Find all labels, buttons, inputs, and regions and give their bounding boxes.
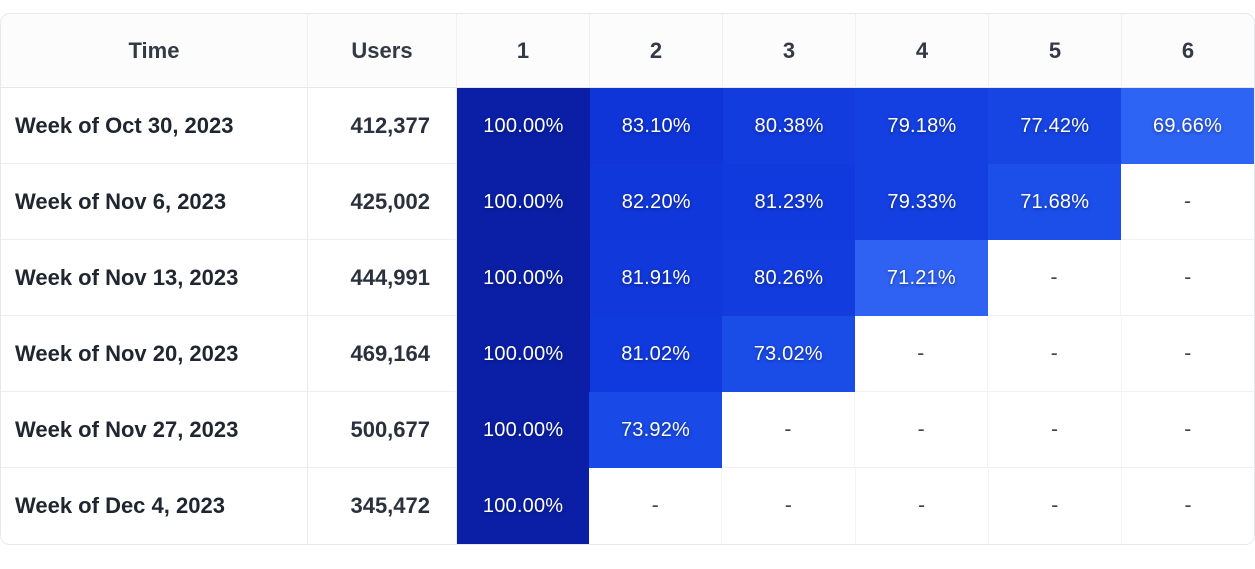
retention-cell[interactable]: 77.42% — [988, 88, 1122, 164]
table-header-row: Time Users 1 2 3 4 5 6 — [1, 14, 1254, 88]
empty-retention-cell: - — [854, 316, 988, 392]
retention-cell[interactable]: 73.02% — [722, 316, 855, 392]
retention-cell[interactable]: 81.91% — [589, 240, 723, 316]
cohort-users-count: 469,164 — [308, 316, 457, 392]
column-header-5: 5 — [989, 14, 1122, 88]
retention-cell[interactable]: 100.00% — [457, 392, 590, 468]
empty-retention-cell: - — [722, 468, 856, 544]
empty-retention-cell: - — [988, 316, 1122, 392]
retention-cell[interactable]: 79.18% — [855, 88, 989, 164]
retention-cell[interactable]: 80.38% — [722, 88, 856, 164]
retention-cell[interactable]: 71.21% — [855, 240, 988, 316]
retention-cell[interactable]: 80.26% — [722, 240, 856, 316]
cohort-users-count: 500,677 — [308, 392, 457, 468]
empty-retention-cell: - — [1121, 392, 1254, 468]
cohort-time-label: Week of Nov 6, 2023 — [1, 164, 308, 240]
cohort-row: Week of Nov 6, 2023 425,002 100.00% 82.20% 8… — [1, 164, 1254, 240]
retention-cell[interactable]: 71.68% — [988, 164, 1122, 240]
column-header-3: 3 — [723, 14, 856, 88]
empty-retention-cell: - — [1184, 494, 1192, 517]
cohort-time-label: Week of Nov 27, 2023 — [1, 392, 308, 468]
retention-cell[interactable]: 83.10% — [589, 88, 723, 164]
cohort-row: Week of Nov 20, 2023 469,164 100.00% 81.02%… — [1, 316, 1254, 392]
cohort-row: Week of Nov 13, 2023 444,991 100.00% 81.91%… — [1, 240, 1254, 316]
retention-table: Time Users 1 2 3 4 5 6 Week of Oct 30, 2023 412,… — [0, 13, 1255, 545]
empty-retention-cell: - — [721, 392, 855, 468]
cohort-users-count: 412,377 — [308, 88, 457, 164]
column-header-4: 4 — [856, 14, 989, 88]
retention-cell[interactable]: 81.23% — [722, 164, 856, 240]
empty-retention-cell: - — [1121, 316, 1254, 392]
cohort-time-label: Week of Nov 13, 2023 — [1, 240, 308, 316]
column-header-1: 1 — [457, 14, 590, 88]
retention-cell[interactable]: 100.00% — [457, 316, 590, 392]
column-header-2: 2 — [590, 14, 723, 88]
column-header-users: Users — [308, 14, 457, 88]
retention-cell[interactable]: 79.33% — [855, 164, 989, 240]
retention-cell[interactable]: 100.00% — [457, 468, 590, 544]
retention-cell[interactable]: 81.02% — [589, 316, 722, 392]
column-header-time: Time — [1, 14, 308, 88]
cohort-row: Week of Oct 30, 2023 412,377 100.00% 83.10%… — [1, 88, 1254, 164]
empty-retention-cell: - — [856, 468, 989, 544]
empty-retention-cell: - — [987, 240, 1122, 316]
empty-retention-cell: - — [1121, 164, 1254, 240]
retention-cell[interactable]: 69.66% — [1121, 88, 1254, 164]
empty-retention-cell: - — [988, 392, 1122, 468]
empty-retention-cell: - — [854, 392, 989, 468]
empty-retention-cell: - — [589, 468, 723, 544]
cohort-time-label: Week of Dec 4, 2023 — [1, 468, 308, 544]
cohort-users-count: 444,991 — [308, 240, 457, 316]
cohort-time-label: Week of Nov 20, 2023 — [1, 316, 308, 392]
column-header-6: 6 — [1122, 14, 1254, 88]
table-body: Week of Oct 30, 2023 412,377 100.00% 83.10%… — [1, 88, 1254, 544]
retention-cell[interactable]: 82.20% — [589, 164, 723, 240]
cohort-time-label: Week of Oct 30, 2023 — [1, 88, 308, 164]
empty-retention-cell: - — [989, 468, 1122, 544]
cohort-row: Week of Dec 4, 2023 345,472 100.00% - - - - - — [1, 468, 1254, 544]
cohort-users-count: 345,472 — [308, 468, 457, 544]
retention-cell[interactable]: 100.00% — [457, 164, 590, 240]
retention-cell[interactable]: 100.00% — [457, 240, 590, 316]
retention-cell[interactable]: 73.92% — [589, 392, 722, 468]
empty-retention-cell: - — [1121, 240, 1254, 316]
cohort-row: Week of Nov 27, 2023 500,677 100.00% 73.92%… — [1, 392, 1254, 468]
cohort-users-count: 425,002 — [308, 164, 457, 240]
retention-cell[interactable]: 100.00% — [457, 88, 590, 164]
